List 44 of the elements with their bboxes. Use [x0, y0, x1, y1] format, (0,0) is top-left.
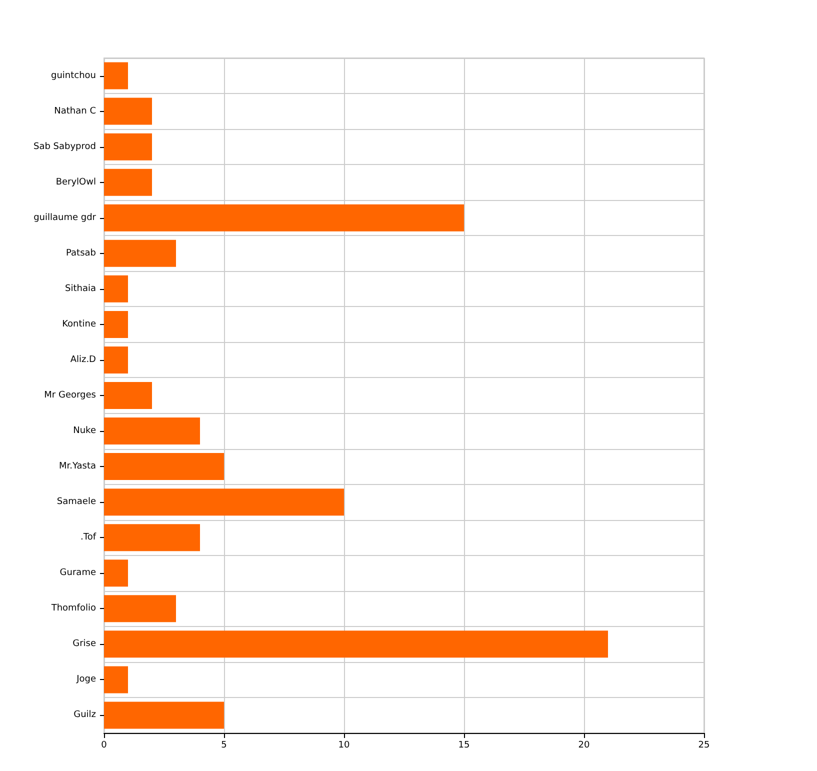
y-tick-label: Kontine: [62, 319, 96, 330]
y-tick-label: Joge: [76, 674, 96, 685]
y-tick-label: Mr.Yasta: [58, 462, 96, 472]
bar: [104, 630, 608, 658]
bar: [104, 62, 128, 90]
y-tick-label: Thomfolio: [50, 604, 96, 614]
x-tick-label: 5: [221, 740, 227, 750]
y-tick-label: Mr Georges: [44, 390, 96, 400]
bar: [104, 133, 152, 160]
y-tick-label: Nuke: [73, 426, 96, 436]
bar: [104, 524, 200, 552]
y-tick-label: guillaume gdr: [34, 212, 96, 223]
bar: [104, 488, 344, 516]
x-tick-label: 25: [698, 740, 710, 750]
y-tick-label: guintchou: [50, 70, 96, 81]
bar: [104, 168, 152, 196]
y-tick-label: Guilz: [74, 710, 96, 720]
bar: [104, 382, 152, 409]
y-tick-label: Samaele: [56, 497, 96, 508]
x-tick-label: 10: [338, 740, 350, 750]
bar: [104, 204, 464, 232]
bar: [104, 310, 128, 338]
y-tick-label: Grise: [72, 639, 96, 650]
y-tick-label: Sithaia: [65, 284, 96, 294]
bar: [104, 418, 200, 445]
y-tick-label: Aliz.D: [70, 354, 96, 365]
x-tick-label: 20: [578, 740, 590, 750]
bar: [104, 560, 128, 587]
bar: [104, 702, 224, 729]
x-tick-label: 0: [101, 740, 108, 750]
y-tick-label: BerylOwl: [56, 177, 96, 188]
y-tick-label: .Tof: [80, 532, 97, 543]
y-tick-label: Sab Sabyprod: [33, 142, 96, 152]
bar: [104, 240, 176, 267]
bar: [104, 453, 224, 480]
bar: [104, 98, 152, 125]
bar: [104, 595, 176, 622]
y-tick-label: Gurame: [60, 568, 96, 578]
bar: [104, 666, 128, 694]
y-tick-label: Patsab: [66, 248, 96, 258]
x-tick-label: 15: [458, 740, 470, 750]
y-tick-label: Nathan C: [54, 106, 96, 116]
bar: [104, 346, 128, 374]
bar: [104, 275, 128, 302]
